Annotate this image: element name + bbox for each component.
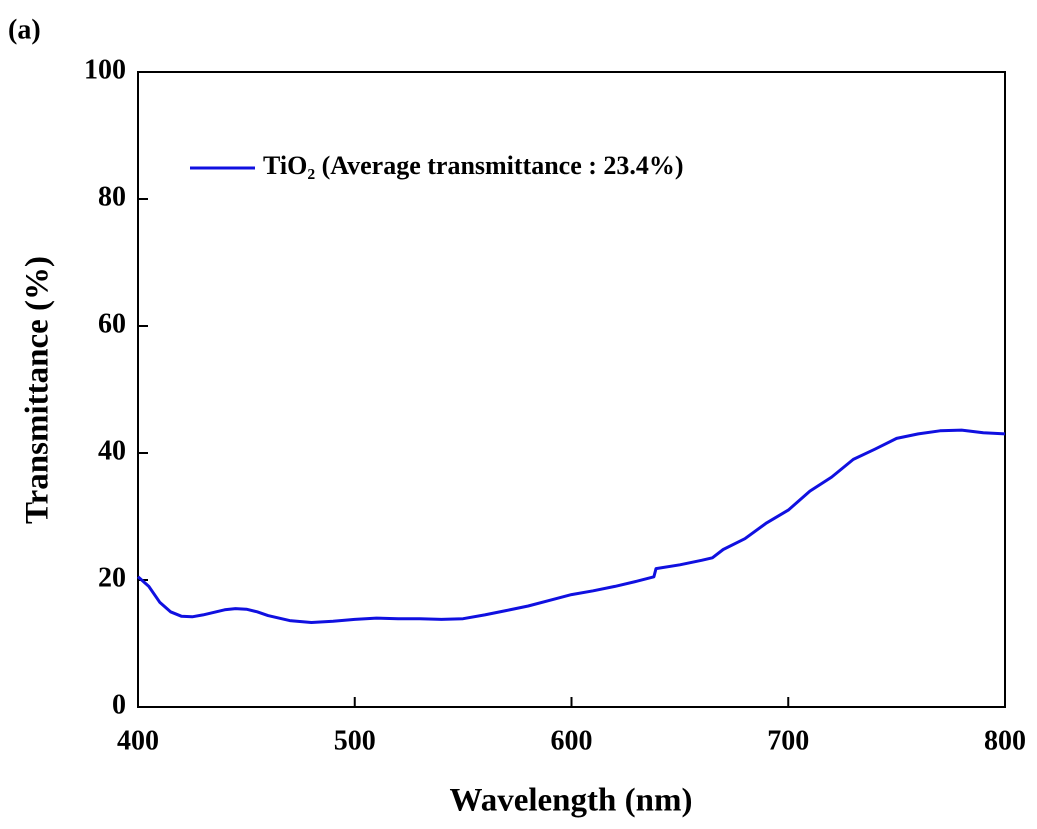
x-axis-title: Wavelength (nm) (450, 783, 693, 819)
y-axis-title: Transmittance (%) (20, 256, 56, 524)
legend-label: TiO₂ (Average transmittance : 23.4%) (263, 151, 684, 180)
y-tick-label: 0 (112, 689, 126, 720)
x-tick-label: 600 (551, 725, 593, 756)
x-tick-label: 800 (984, 725, 1026, 756)
y-tick-label: 100 (84, 54, 126, 85)
y-tick-label: 80 (98, 181, 126, 212)
x-tick-label: 500 (334, 725, 376, 756)
x-tick-label: 400 (117, 725, 159, 756)
data-line (137, 428, 1006, 624)
x-tick-label: 700 (767, 725, 809, 756)
y-tick-label: 60 (98, 308, 126, 339)
y-tick-label: 40 (98, 435, 126, 466)
y-tick-label: 20 (98, 562, 126, 593)
panel-label: (a) (8, 14, 41, 45)
